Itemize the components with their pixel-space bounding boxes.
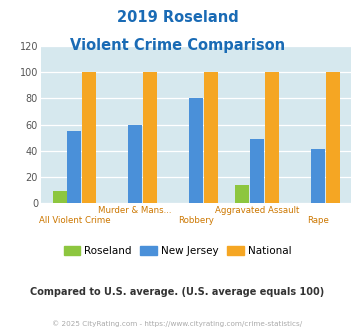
Text: Robbery: Robbery xyxy=(178,216,214,225)
Text: Compared to U.S. average. (U.S. average equals 100): Compared to U.S. average. (U.S. average … xyxy=(31,287,324,297)
Bar xyxy=(82,72,96,203)
Text: Violent Crime Comparison: Violent Crime Comparison xyxy=(70,38,285,53)
Text: 2019 Roseland: 2019 Roseland xyxy=(117,10,238,25)
Legend: Roseland, New Jersey, National: Roseland, New Jersey, National xyxy=(59,242,296,260)
Text: Rape: Rape xyxy=(307,216,329,225)
Bar xyxy=(128,124,142,203)
Text: © 2025 CityRating.com - https://www.cityrating.com/crime-statistics/: © 2025 CityRating.com - https://www.city… xyxy=(53,320,302,327)
Text: Murder & Mans...: Murder & Mans... xyxy=(98,206,172,215)
Bar xyxy=(204,72,218,203)
Text: All Violent Crime: All Violent Crime xyxy=(38,216,110,225)
Bar xyxy=(67,131,81,203)
Bar xyxy=(250,139,264,203)
Bar xyxy=(235,185,250,203)
Bar xyxy=(53,191,67,203)
Bar xyxy=(189,98,203,203)
Bar xyxy=(326,72,340,203)
Bar xyxy=(143,72,157,203)
Text: Aggravated Assault: Aggravated Assault xyxy=(215,206,299,215)
Bar xyxy=(311,149,325,203)
Bar xyxy=(265,72,279,203)
